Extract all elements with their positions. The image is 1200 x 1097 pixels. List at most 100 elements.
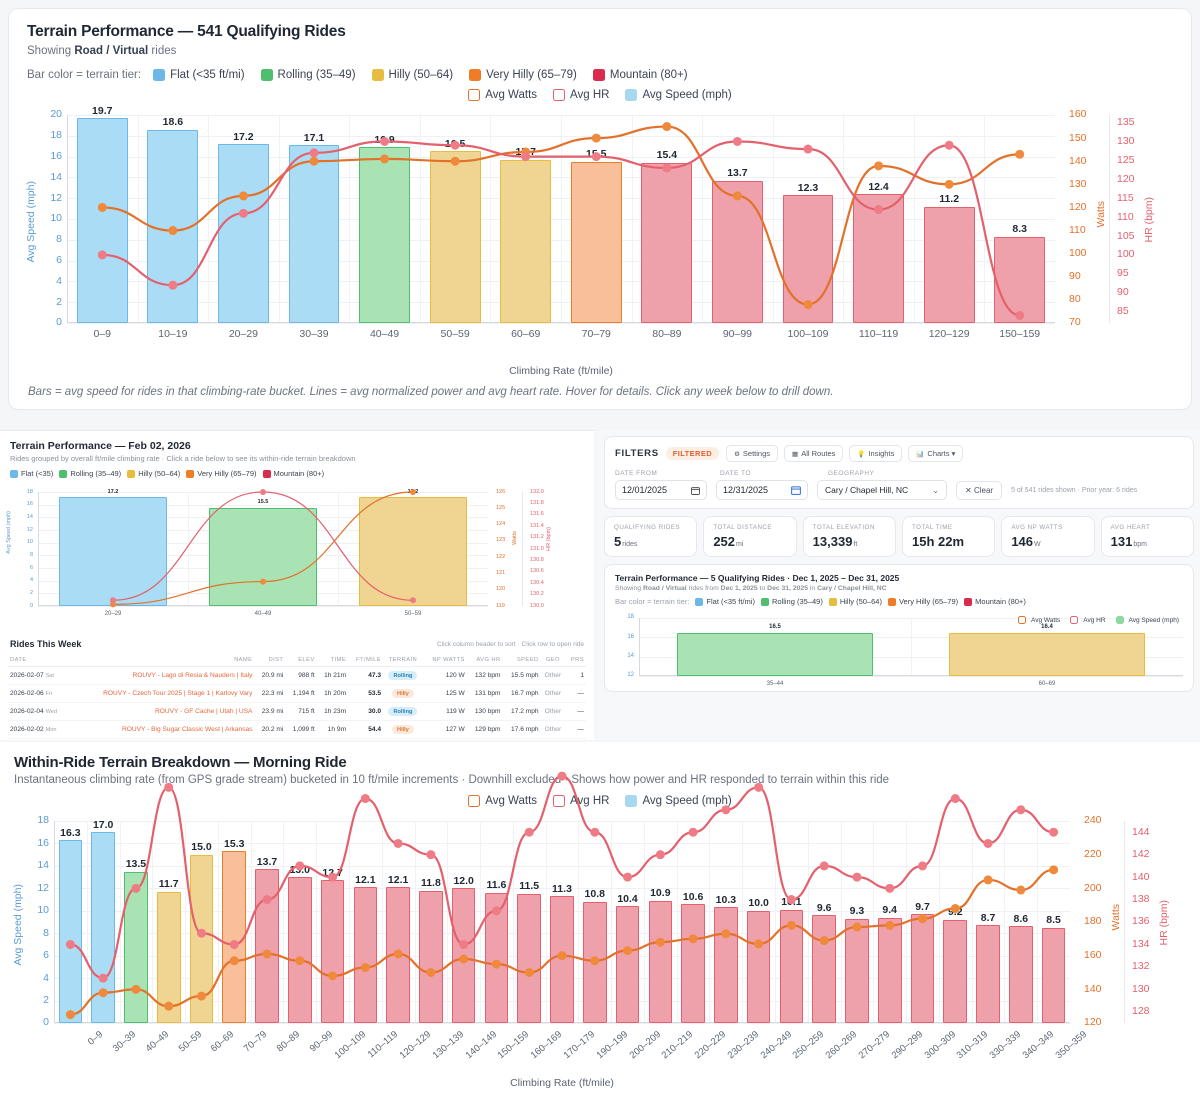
column-header[interactable]: TIME: [316, 654, 349, 667]
bar[interactable]: [853, 194, 904, 323]
table-row[interactable]: 2026-02-04 Wed ROUVY - GF Cache | Utah | …: [8, 702, 586, 721]
column-header[interactable]: SPEED: [502, 654, 541, 667]
bar[interactable]: [746, 910, 771, 1023]
series-legend[interactable]: Avg Watts Avg HR Avg Speed (mph): [27, 89, 1173, 101]
bar[interactable]: [812, 915, 836, 1023]
legend-item-avg-hr[interactable]: Avg HR: [553, 89, 609, 101]
filter-chip-all-routes[interactable]: ▦ All Routes: [784, 445, 844, 462]
within-ride-legend[interactable]: Avg Watts Avg HR Avg Speed (mph): [14, 795, 1186, 807]
chevron-down-icon[interactable]: ⌄: [932, 485, 939, 495]
date-from-input[interactable]: 12/01/2025: [615, 480, 707, 500]
bar[interactable]: [517, 893, 542, 1023]
column-header[interactable]: TERRAIN: [383, 654, 423, 667]
bar[interactable]: [353, 887, 378, 1023]
bar[interactable]: [76, 118, 128, 323]
bar[interactable]: [976, 925, 1000, 1023]
legend-label: Avg Speed (mph): [642, 795, 732, 807]
bar[interactable]: [712, 180, 763, 323]
bar[interactable]: [1009, 926, 1033, 1023]
bar[interactable]: [429, 151, 481, 323]
bar[interactable]: [994, 236, 1046, 323]
legend-swatch: [625, 89, 638, 101]
bar[interactable]: [288, 877, 312, 1023]
filter-chip-settings[interactable]: ⚙ Settings: [726, 445, 779, 462]
rides-table-grid[interactable]: DATE NAME DIST ELEV TIME FT/MILE TERRAIN NP WAT…: [8, 654, 586, 739]
table-row[interactable]: 2026-02-07 Sat ROUVY - Lago di Resia & Na…: [8, 666, 586, 685]
filter-chip-charts[interactable]: 📊 Charts ▾: [908, 445, 964, 462]
bar[interactable]: [923, 206, 975, 323]
date-to-input[interactable]: 12/31/2025: [716, 480, 808, 500]
legend-item-avg-speed-mph[interactable]: Avg Speed (mph): [1115, 616, 1179, 624]
bar[interactable]: [949, 633, 1145, 676]
table-row[interactable]: 2026-02-06 Fri ROUVY - Czech Tour 2025 | …: [8, 684, 586, 703]
bar[interactable]: [1041, 927, 1066, 1023]
embed-chart[interactable]: 12 14 16 18 16.5 16.4 35–44 60–69: [615, 608, 1183, 687]
bar[interactable]: [189, 854, 214, 1023]
clear-filters-button[interactable]: ✕ Clear: [956, 480, 1003, 500]
bar[interactable]: [877, 917, 902, 1023]
x-axis-tick: 0–9: [93, 328, 112, 340]
bar[interactable]: [359, 147, 410, 323]
bar[interactable]: [500, 159, 552, 323]
column-header[interactable]: NP WATTS: [422, 654, 467, 667]
filter-controls[interactable]: 12/01/2025 12/31/2025 Cary / Chapel Hill…: [615, 480, 1183, 500]
bar[interactable]: [58, 840, 83, 1023]
table-header-row[interactable]: DATE NAME DIST ELEV TIME FT/MILE TERRAIN NP WAT…: [8, 654, 586, 667]
table-body[interactable]: 2026-02-07 Sat ROUVY - Lago di Resia & Na…: [8, 666, 586, 739]
watts-axis-tick: 160: [1084, 949, 1102, 962]
grid-separator: [381, 821, 383, 1023]
bar-value-label: 9.7: [915, 900, 930, 913]
column-header[interactable]: AVG HR: [466, 654, 503, 667]
legend-item-avg-watts[interactable]: Avg Watts: [468, 795, 537, 807]
legend-item-avg-hr[interactable]: Avg HR: [1070, 616, 1106, 624]
within-ride-chart[interactable]: 0 2 4 6 8 10 12 14 16 18 16.3 17.0 13.5 11.7 15.0 15.3 1…: [12, 771, 1186, 1089]
bar[interactable]: [641, 162, 693, 323]
bar[interactable]: [714, 907, 738, 1023]
filter-chip-group[interactable]: ⚙ Settings ▦ All Routes 💡 Insights 📊 Charts ▾: [726, 445, 964, 462]
geography-select[interactable]: Cary / Chapel Hill, NC ⌄: [817, 480, 947, 500]
bar[interactable]: [359, 497, 467, 606]
within-ride-subtitle: Instantaneous climbing rate (from GPS gr…: [14, 774, 890, 786]
bar[interactable]: [222, 851, 247, 1023]
column-header[interactable]: DIST: [254, 654, 286, 667]
bar[interactable]: [779, 909, 804, 1023]
calendar-icon[interactable]: [691, 486, 700, 495]
main-chart[interactable]: 0246810121416182019.718.617.217.116.916.…: [25, 103, 1173, 377]
column-header[interactable]: GEO: [540, 654, 566, 667]
rides-this-week-table[interactable]: Rides This Week Click column header to s…: [0, 633, 594, 740]
legend-item-avg-speed-mph[interactable]: Avg Speed (mph): [625, 795, 732, 807]
legend-item-avg-hr[interactable]: Avg HR: [553, 795, 609, 807]
column-header[interactable]: FT/MILE: [348, 654, 384, 667]
bar[interactable]: [419, 890, 443, 1023]
bar[interactable]: [156, 891, 181, 1023]
legend-item-avg-watts[interactable]: Avg Watts: [468, 89, 537, 101]
bar[interactable]: [209, 507, 317, 606]
bar[interactable]: [681, 904, 705, 1023]
column-header[interactable]: NAME: [69, 654, 255, 667]
legend-item-avg-watts[interactable]: Avg Watts: [1017, 616, 1060, 624]
column-header[interactable]: PRS: [565, 654, 586, 667]
bar[interactable]: [845, 918, 869, 1023]
grid-separator: [349, 115, 351, 323]
embed-series-legend[interactable]: Avg Watts Avg HR Avg Speed (mph): [1017, 616, 1179, 624]
bar[interactable]: [255, 869, 279, 1023]
bar[interactable]: [484, 892, 509, 1023]
column-header[interactable]: DATE: [8, 654, 70, 667]
grid-separator: [86, 821, 88, 1023]
table-row[interactable]: 2026-02-02 Mon ROUVY - Big Sugar Classic …: [8, 720, 586, 739]
bar[interactable]: [570, 161, 622, 323]
bar[interactable]: [615, 906, 640, 1023]
column-header[interactable]: ELEV: [285, 654, 317, 667]
bar[interactable]: [218, 144, 269, 323]
bar[interactable]: [677, 632, 873, 676]
legend-item-avg-speed-mph[interactable]: Avg Speed (mph): [625, 89, 732, 101]
calendar-icon[interactable]: [791, 485, 801, 495]
filter-chip-insights[interactable]: 💡 Insights: [849, 445, 903, 462]
y-axis-tick: 14: [50, 170, 62, 183]
bar[interactable]: [943, 919, 968, 1023]
week-tier-legend: Flat (<35) Rolling (35–49) Hilly (50–64) Ve…: [10, 469, 584, 478]
bar[interactable]: [124, 871, 148, 1023]
week-chart[interactable]: 02468101214161817.215.517.220–2940–4950–…: [6, 482, 584, 644]
bar[interactable]: [648, 900, 673, 1023]
bar[interactable]: [288, 145, 340, 323]
